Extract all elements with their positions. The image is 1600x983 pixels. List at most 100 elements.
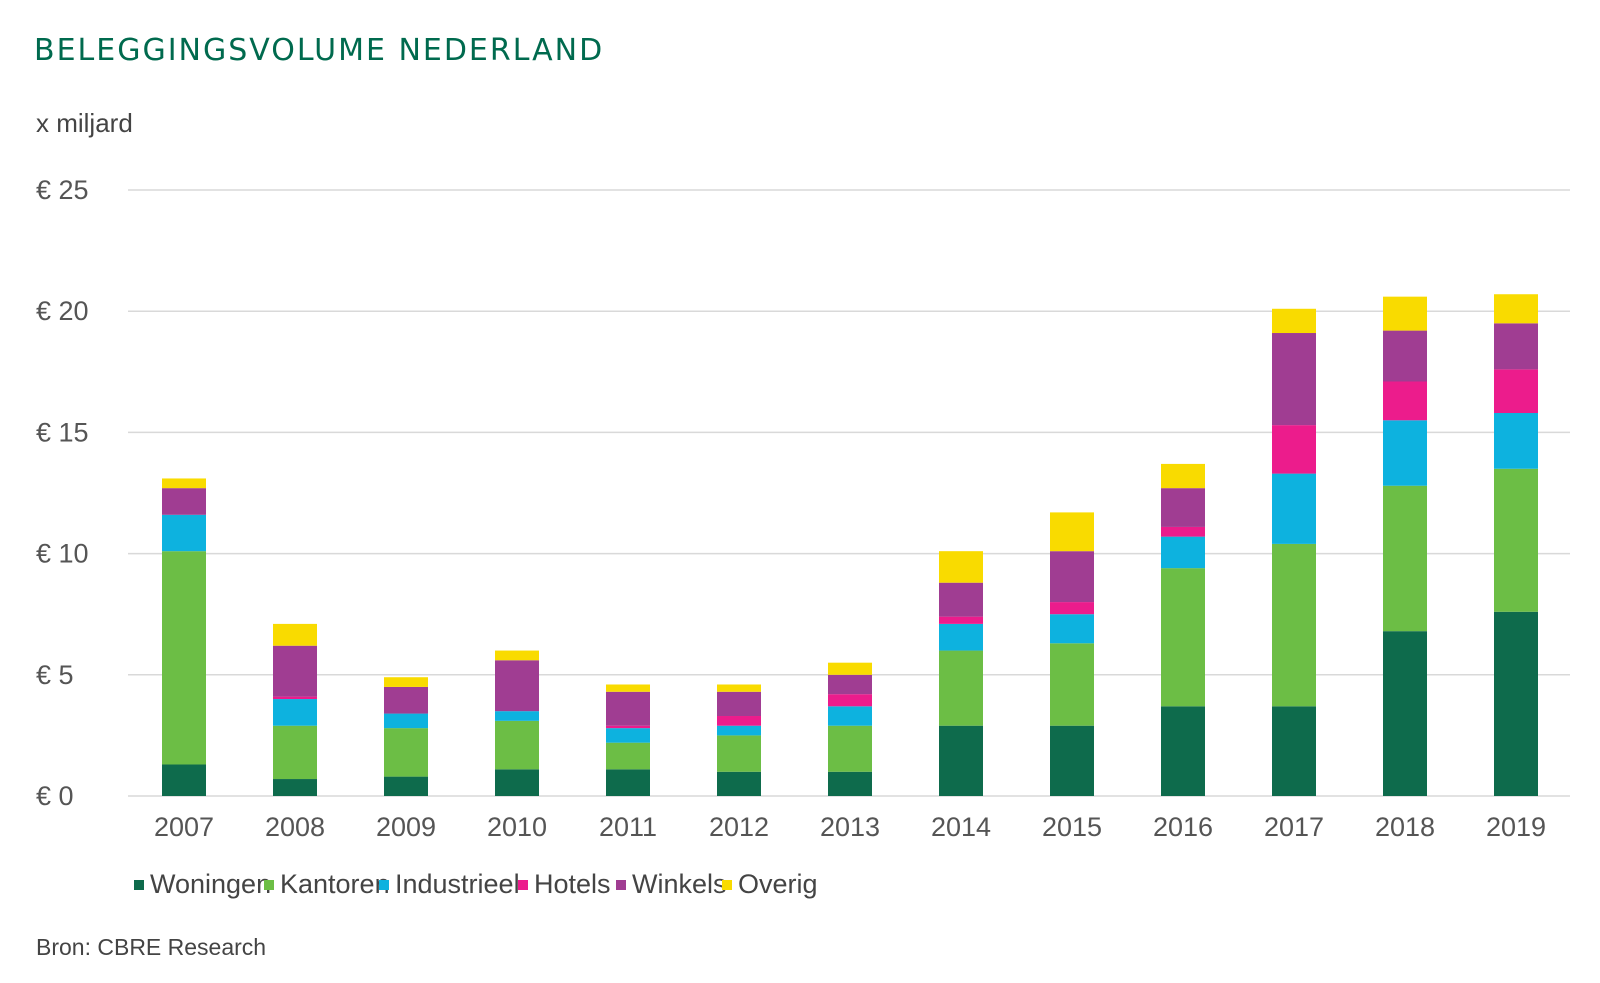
bar-kantoren-2007 (162, 551, 206, 765)
gridlines (128, 189, 1570, 797)
x-tick-label: 2007 (154, 812, 214, 842)
bar-industrieel-2010 (495, 711, 539, 721)
bar-woningen-2017 (1272, 706, 1316, 796)
x-tick-label: 2008 (265, 812, 325, 842)
bar-hotels-2017 (1272, 425, 1316, 474)
x-tick-label: 2012 (709, 812, 769, 842)
bar-kantoren-2011 (606, 742, 650, 770)
bar-kantoren-2017 (1272, 543, 1316, 707)
bar-woningen-2011 (606, 769, 650, 796)
bar-hotels-2019 (1494, 369, 1538, 414)
bar-industrieel-2017 (1272, 473, 1316, 544)
legend-label-kantoren: Kantoren (280, 869, 390, 899)
legend-label-winkels: Winkels (632, 869, 727, 899)
bar-kantoren-2012 (717, 735, 761, 772)
bar-winkels-2017 (1272, 333, 1316, 426)
legend-label-overig: Overig (738, 869, 818, 899)
y-tick-label: € 0 (36, 781, 74, 811)
bar-overig-2017 (1272, 308, 1316, 334)
x-tick-label: 2009 (376, 812, 436, 842)
bar-industrieel-2011 (606, 728, 650, 743)
bar-kantoren-2008 (273, 725, 317, 780)
bar-hotels-2016 (1161, 526, 1205, 537)
x-tick-label: 2014 (931, 812, 991, 842)
x-tick-label: 2018 (1375, 812, 1435, 842)
bar-winkels-2008 (273, 645, 317, 697)
y-tick-label: € 10 (36, 539, 89, 569)
bar-hotels-2008 (273, 696, 317, 700)
legend-label-hotels: Hotels (534, 869, 611, 899)
bar-industrieel-2008 (273, 699, 317, 726)
bar-overig-2013 (828, 662, 872, 675)
x-tick-label: 2019 (1486, 812, 1546, 842)
bar-woningen-2016 (1161, 706, 1205, 796)
bar-industrieel-2016 (1161, 536, 1205, 569)
bar-overig-2011 (606, 684, 650, 692)
bar-winkels-2014 (939, 582, 983, 617)
legend-swatch-woningen (134, 880, 144, 890)
x-tick-label: 2016 (1153, 812, 1213, 842)
bar-overig-2009 (384, 677, 428, 687)
x-axis-ticks: 2007 2008 2009 2010 2011 2012 2013 2014 2015 2016… (154, 812, 1546, 842)
x-tick-label: 2010 (487, 812, 547, 842)
bar-industrieel-2018 (1383, 420, 1427, 486)
bar-woningen-2014 (939, 725, 983, 796)
y-tick-label: € 25 (36, 175, 89, 205)
bar-industrieel-2012 (717, 725, 761, 736)
bar-industrieel-2019 (1494, 413, 1538, 469)
bar-hotels-2014 (939, 616, 983, 624)
bar-winkels-2009 (384, 686, 428, 714)
bar-winkels-2010 (495, 660, 539, 712)
bar-overig-2019 (1494, 294, 1538, 324)
bar-kantoren-2019 (1494, 468, 1538, 612)
bar-kantoren-2013 (828, 725, 872, 772)
bar-woningen-2009 (384, 776, 428, 796)
legend-swatch-winkels (616, 880, 626, 890)
x-tick-label: 2015 (1042, 812, 1102, 842)
y-tick-label: € 5 (36, 660, 74, 690)
bar-hotels-2013 (828, 694, 872, 707)
bar-hotels-2011 (606, 725, 650, 729)
bar-industrieel-2009 (384, 713, 428, 729)
bar-woningen-2012 (717, 771, 761, 796)
bar-overig-2010 (495, 650, 539, 661)
bar-kantoren-2018 (1383, 485, 1427, 632)
y-axis-ticks: € 0 € 5 € 10 € 15 € 20 € 25 (36, 175, 89, 811)
bars (162, 294, 1538, 796)
bar-overig-2018 (1383, 296, 1427, 331)
bar-woningen-2007 (162, 764, 206, 796)
bar-overig-2007 (162, 478, 206, 489)
bar-overig-2008 (273, 623, 317, 646)
bar-woningen-2018 (1383, 631, 1427, 796)
legend-label-industrieel: Industrieel (395, 869, 520, 899)
bar-hotels-2018 (1383, 381, 1427, 421)
bar-woningen-2015 (1050, 725, 1094, 796)
legend: Woningen Kantoren Industrieel Hotels Winkels… (134, 869, 818, 899)
bar-winkels-2007 (162, 488, 206, 515)
bar-kantoren-2016 (1161, 568, 1205, 707)
x-tick-label: 2017 (1264, 812, 1324, 842)
bar-woningen-2013 (828, 771, 872, 796)
bar-industrieel-2013 (828, 706, 872, 726)
bar-industrieel-2015 (1050, 614, 1094, 644)
x-tick-label: 2013 (820, 812, 880, 842)
x-tick-label: 2011 (599, 812, 657, 842)
bar-overig-2015 (1050, 512, 1094, 552)
bar-winkels-2015 (1050, 551, 1094, 603)
bar-kantoren-2010 (495, 720, 539, 770)
legend-label-woningen: Woningen (150, 869, 271, 899)
y-tick-label: € 15 (36, 417, 89, 447)
bar-industrieel-2014 (939, 623, 983, 651)
bar-winkels-2019 (1494, 323, 1538, 370)
bar-kantoren-2009 (384, 728, 428, 777)
bar-kantoren-2015 (1050, 643, 1094, 726)
bar-woningen-2019 (1494, 611, 1538, 796)
bar-overig-2016 (1161, 463, 1205, 489)
source-note: Bron: CBRE Research (36, 934, 266, 960)
bar-winkels-2013 (828, 674, 872, 695)
bar-kantoren-2014 (939, 650, 983, 726)
bar-woningen-2008 (273, 779, 317, 796)
bar-hotels-2015 (1050, 602, 1094, 615)
bar-hotels-2012 (717, 716, 761, 726)
